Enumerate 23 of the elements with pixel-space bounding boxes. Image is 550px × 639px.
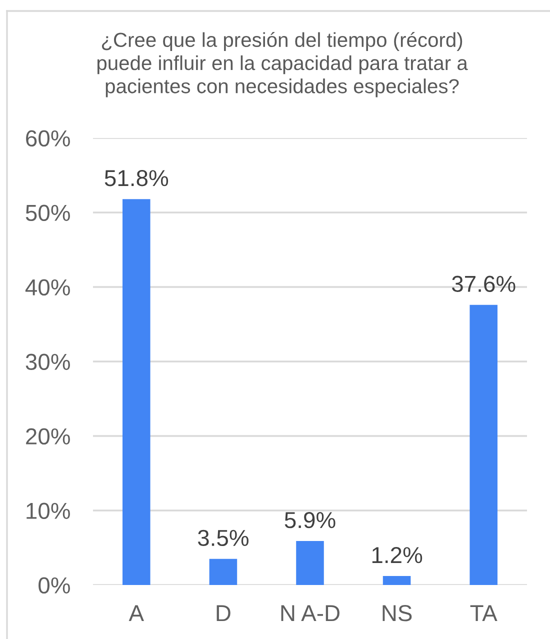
bar: [382, 576, 411, 585]
bar: [209, 558, 238, 585]
y-tick-label: 60%: [26, 130, 70, 147]
x-tick-label: A: [128, 605, 144, 622]
data-label: 51.8%: [104, 170, 168, 186]
y-tick-label: 20%: [26, 428, 70, 445]
x-tick-label: D: [216, 605, 230, 622]
x-tick-label: NS: [382, 605, 412, 622]
bar: [122, 199, 150, 585]
y-tick-label: 50%: [26, 204, 70, 222]
bar: [296, 541, 324, 585]
data-label: 1.2%: [372, 546, 422, 564]
data-label: 3.5%: [198, 530, 249, 546]
y-tick-label: 40%: [25, 279, 70, 296]
data-label: 37.6%: [452, 276, 516, 292]
x-tick-label: TA: [470, 605, 498, 622]
bar: [470, 304, 498, 585]
y-tick-label: 30%: [26, 354, 70, 370]
x-tick-label: N A-D: [281, 605, 340, 622]
chart-title: ¿Cree que la presión del tiempo (récord) puede influir en la capacidad para tratar a pacientes con necesidades especiales?: [97, 32, 468, 98]
y-tick-label: 0%: [38, 577, 70, 594]
data-label: 5.9%: [284, 512, 336, 528]
y-tick-label: 10%: [26, 502, 70, 520]
